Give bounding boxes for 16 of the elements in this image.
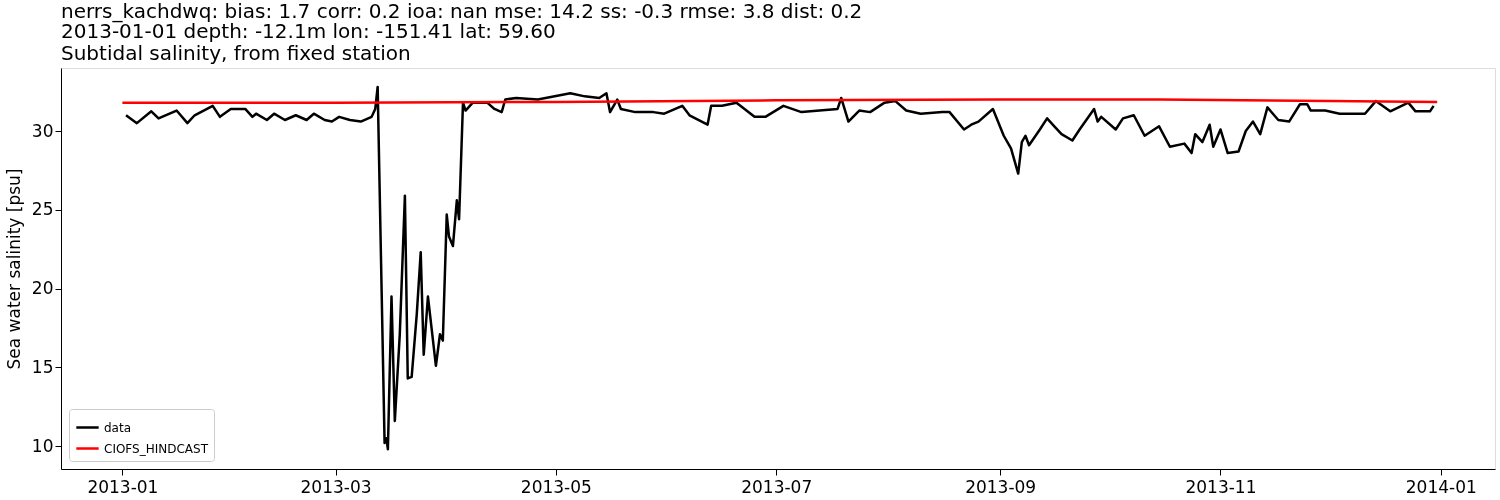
- y-tick-label: 15: [31, 356, 54, 377]
- chart-title: nerrs_kachdwq: bias: 1.7 corr: 0.2 ioa: nan mse: 14.2 ss: -0.3 rmse: 3.8 dist: 0.2: [61, 0, 863, 23]
- x-tick-label: 2013-05: [520, 476, 592, 497]
- y-tick-label: 25: [31, 199, 54, 220]
- y-tick-label: 20: [31, 278, 54, 299]
- legend-label: data: [104, 420, 132, 435]
- y-tick-label: 10: [31, 435, 54, 456]
- x-tick-label: 2013-07: [741, 476, 813, 497]
- y-tick-label: 30: [31, 120, 54, 141]
- x-tick-label: 2013-03: [300, 476, 372, 497]
- x-tick-label: 2013-01: [87, 476, 159, 497]
- x-tick-label: 2014-01: [1405, 476, 1477, 497]
- legend-label: CIOFS_HINDCAST: [104, 441, 209, 456]
- y-axis-title: Sea water salinity [psu]: [3, 168, 24, 370]
- x-tick-label: 2013-11: [1185, 476, 1257, 497]
- x-tick-label: 2013-09: [965, 476, 1037, 497]
